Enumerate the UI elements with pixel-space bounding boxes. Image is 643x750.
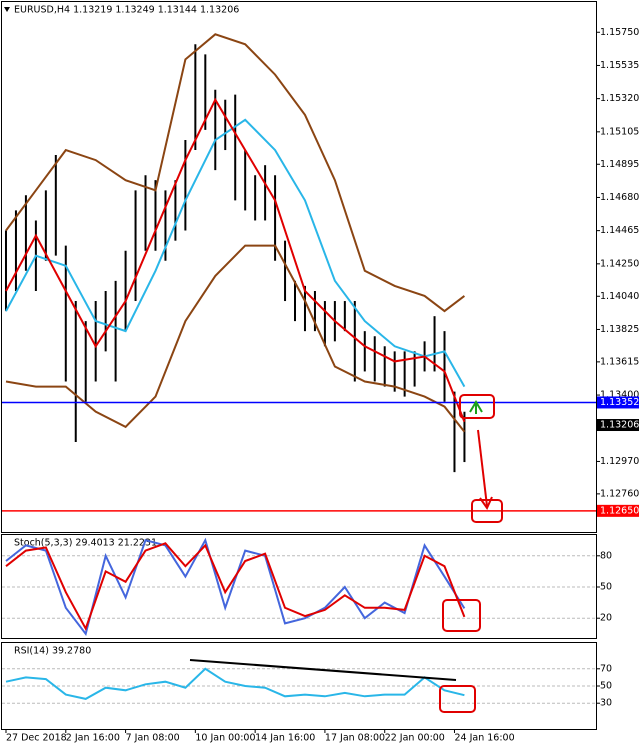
y-tick-label: 1.14895 [600, 159, 639, 170]
level-label: 1.13206 [600, 420, 639, 431]
y-tick-label: 1.14465 [600, 225, 639, 236]
price-panel [1, 1, 597, 533]
level-label: 1.12650 [600, 505, 639, 516]
y-tick-label: 1.15535 [600, 60, 639, 71]
indicator-line [5, 244, 466, 433]
y-tick-label: 50 [600, 582, 612, 593]
y-tick-label: 1.14680 [600, 192, 639, 203]
panel-title: EURUSD,H4 1.13219 1.13249 1.13144 1.1320… [14, 5, 239, 16]
y-tick-label: 1.14250 [600, 258, 639, 269]
x-tick-label: 24 Jan 16:00 [454, 733, 514, 744]
menu-arrow[interactable] [4, 7, 10, 12]
y-tick-label: 50 [600, 681, 612, 692]
y-tick-label: 1.12970 [600, 456, 639, 467]
y-tick-label: 1.13400 [600, 390, 639, 401]
green-arrow [469, 400, 483, 413]
y-tick-label: 1.13825 [600, 324, 639, 335]
x-tick-label: 10 Jan 00:00 [195, 733, 255, 744]
indicator-line [5, 97, 466, 423]
panel-title: Stoch(5,3,3) 29.4013 21.2231 [14, 538, 157, 549]
y-tick-label: 1.15750 [600, 27, 639, 38]
y-tick-label: 1.15320 [600, 93, 639, 104]
level-label: 1.13352 [600, 397, 639, 408]
y-tick-label: 1.14040 [600, 291, 639, 302]
plot-layer: EURUSD,H4 1.13219 1.13249 1.13144 1.1320… [2, 5, 639, 744]
x-tick-label: 27 Dec 2018 [6, 733, 67, 744]
level-label-box [597, 504, 639, 517]
annotation-box [439, 685, 476, 713]
level-label-box [597, 419, 639, 432]
indicator-line [5, 118, 466, 388]
y-tick-label: 1.15105 [600, 126, 639, 137]
indicator-line [5, 542, 466, 632]
annotations [189, 394, 503, 713]
panel-title: RSI(14) 39.2780 [14, 646, 91, 657]
x-tick-label: 14 Jan 16:00 [255, 733, 315, 744]
y-tick-label: 20 [600, 613, 612, 624]
x-tick-label: 22 Jan 00:00 [385, 733, 445, 744]
y-tick-label: 70 [600, 663, 612, 674]
annotation-arrow [477, 429, 488, 507]
y-tick-label: 30 [600, 698, 612, 709]
annotation-arrow-head [479, 496, 493, 511]
x-tick-label: 2 Jan 16:00 [66, 733, 120, 744]
annotation-box [459, 394, 495, 419]
y-tick-label: 1.12760 [600, 488, 639, 499]
x-tick-label: 7 Jan 08:00 [126, 733, 180, 744]
y-tick-label: 80 [600, 550, 612, 561]
indicator-line [5, 33, 466, 313]
trend-line [189, 659, 457, 681]
x-tick-label: 17 Jan 08:00 [325, 733, 385, 744]
y-tick-label: 1.13615 [600, 356, 639, 367]
level-label-box [597, 396, 639, 409]
annotation-box [442, 599, 481, 632]
indicator-line [5, 667, 465, 700]
indicator-line [5, 537, 466, 637]
